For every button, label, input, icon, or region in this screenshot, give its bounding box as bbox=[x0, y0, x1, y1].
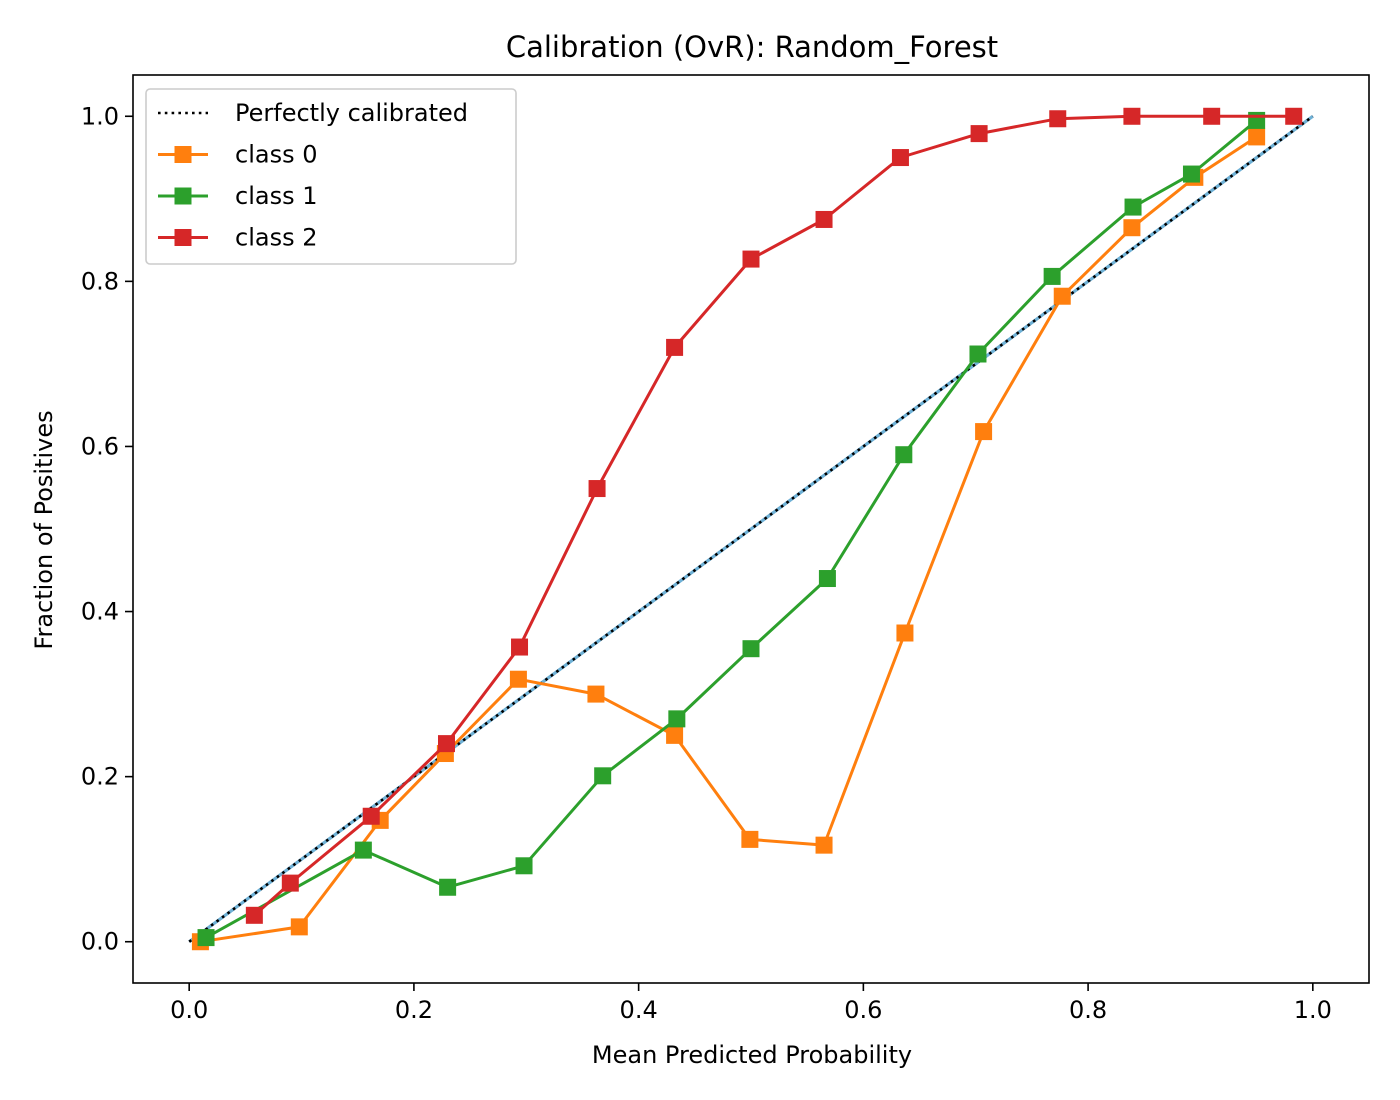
data-point bbox=[1043, 267, 1061, 285]
data-point bbox=[281, 874, 299, 892]
y-tick-label: 0.4 bbox=[81, 598, 119, 626]
data-point bbox=[1182, 165, 1200, 183]
data-point bbox=[290, 918, 308, 936]
data-point bbox=[668, 710, 686, 728]
series-class-1 bbox=[197, 111, 1266, 947]
reference-line bbox=[188, 115, 1314, 943]
reference-line-layer bbox=[188, 114, 1314, 944]
data-point bbox=[818, 570, 836, 588]
data-point bbox=[1285, 107, 1303, 125]
data-point bbox=[1248, 128, 1266, 146]
data-point bbox=[437, 735, 455, 753]
y-tick-label: 0.2 bbox=[81, 763, 119, 791]
legend-item: class 0 bbox=[158, 141, 317, 169]
x-tick-label: 0.6 bbox=[844, 996, 882, 1024]
data-point bbox=[439, 878, 457, 896]
data-point bbox=[666, 338, 684, 356]
data-point bbox=[742, 640, 760, 658]
legend-label: class 2 bbox=[235, 224, 317, 252]
data-point bbox=[891, 149, 909, 167]
data-point bbox=[1203, 107, 1221, 125]
data-point bbox=[245, 906, 263, 924]
y-axis-title: Fraction of Positives bbox=[30, 410, 58, 649]
data-point bbox=[1123, 219, 1141, 237]
data-point bbox=[197, 929, 215, 947]
legend-swatch-marker bbox=[174, 229, 192, 246]
data-point bbox=[509, 670, 527, 688]
x-tick-label: 0.0 bbox=[170, 996, 208, 1024]
data-point bbox=[975, 423, 993, 441]
data-point bbox=[1053, 287, 1071, 305]
data-point bbox=[1248, 111, 1266, 129]
chart-title: Calibration (OvR): Random_Forest bbox=[506, 30, 998, 64]
legend-label: class 0 bbox=[235, 141, 317, 169]
data-point bbox=[970, 125, 988, 143]
x-tick-label: 0.2 bbox=[395, 996, 433, 1024]
data-point bbox=[741, 830, 759, 848]
data-point bbox=[1123, 107, 1141, 125]
legend-label: Perfectly calibrated bbox=[235, 99, 468, 127]
y-axis-ticks: 0.0 0.2 0.4 0.6 0.8 1.0 bbox=[81, 102, 133, 956]
x-tick-label: 0.4 bbox=[620, 996, 658, 1024]
x-tick-label: 1.0 bbox=[1294, 996, 1332, 1024]
legend-item: Perfectly calibrated bbox=[158, 99, 468, 127]
y-tick-label: 0.6 bbox=[81, 432, 119, 460]
data-point bbox=[588, 480, 606, 498]
y-tick-label: 0.8 bbox=[81, 267, 119, 295]
data-point bbox=[511, 638, 529, 656]
data-point bbox=[742, 250, 760, 268]
legend-swatch-marker bbox=[174, 187, 192, 205]
legend-item: class 1 bbox=[158, 182, 317, 210]
x-axis-title: Mean Predicted Probability bbox=[592, 1041, 912, 1069]
data-point bbox=[587, 685, 605, 703]
legend-label: class 1 bbox=[235, 182, 317, 210]
series-class-2 bbox=[245, 107, 1303, 924]
x-tick-label: 0.8 bbox=[1069, 996, 1107, 1024]
data-point bbox=[515, 857, 533, 875]
legend-item: class 2 bbox=[158, 224, 317, 252]
series-layer bbox=[191, 107, 1303, 951]
data-point bbox=[594, 767, 612, 785]
x-axis-ticks: 0.0 0.2 0.4 0.6 0.8 1.0 bbox=[170, 983, 1332, 1024]
legend-box bbox=[145, 88, 517, 265]
data-point bbox=[815, 836, 833, 854]
data-point bbox=[362, 807, 380, 825]
data-point bbox=[1049, 110, 1067, 128]
data-point bbox=[815, 210, 833, 228]
data-point bbox=[1124, 198, 1142, 216]
legend: Perfectly calibrated class 0 class 1 class … bbox=[145, 88, 517, 265]
y-tick-label: 0.0 bbox=[81, 928, 119, 956]
data-point bbox=[969, 345, 987, 363]
data-point bbox=[354, 841, 372, 859]
series-line bbox=[205, 119, 1258, 939]
y-tick-label: 1.0 bbox=[81, 102, 119, 130]
data-point bbox=[895, 446, 913, 464]
data-point bbox=[896, 624, 914, 642]
data-point bbox=[666, 726, 684, 744]
legend-swatch-marker bbox=[174, 146, 192, 163]
